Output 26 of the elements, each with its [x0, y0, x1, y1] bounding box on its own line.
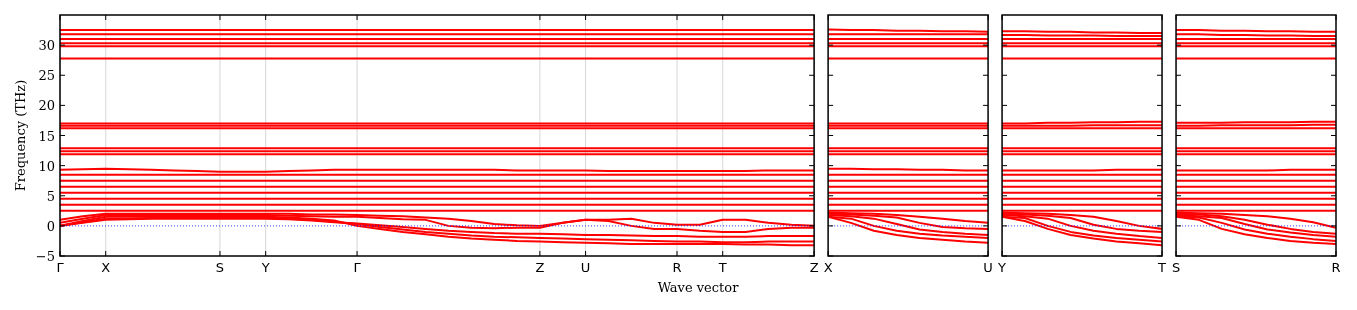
y-axis-title: Frequency (THz) [13, 79, 28, 192]
y-tick-label: 0 [46, 218, 55, 234]
x-tick-label: Z [809, 260, 819, 275]
x-tick-label: R [672, 260, 682, 275]
x-tick-label: U [580, 260, 591, 275]
x-axis-title: Wave vector [657, 280, 740, 295]
x-tick-label: X [101, 260, 111, 275]
x-tick-label: Γ [353, 260, 362, 275]
y-tick-label: 20 [38, 98, 55, 114]
x-tick-label: Y [997, 260, 1007, 275]
x-tick-label: T [717, 260, 727, 275]
y-tick-label: 15 [38, 128, 55, 144]
x-tick-label: S [1171, 260, 1181, 275]
x-tick-label: S [215, 260, 225, 275]
x-tick-label: Y [260, 260, 270, 275]
x-tick-label: Γ [56, 260, 65, 275]
y-tick-label: 30 [38, 38, 55, 54]
x-tick-label: R [1331, 260, 1341, 275]
y-tick-label: 10 [38, 158, 55, 174]
y-tick-label: −5 [35, 249, 55, 264]
y-tick-label: 25 [38, 68, 55, 84]
x-tick-label: Z [535, 260, 545, 275]
y-tick-label: 5 [46, 188, 55, 204]
x-tick-label: T [1157, 260, 1167, 275]
x-tick-label: X [823, 260, 833, 275]
x-tick-label: U [983, 260, 993, 275]
